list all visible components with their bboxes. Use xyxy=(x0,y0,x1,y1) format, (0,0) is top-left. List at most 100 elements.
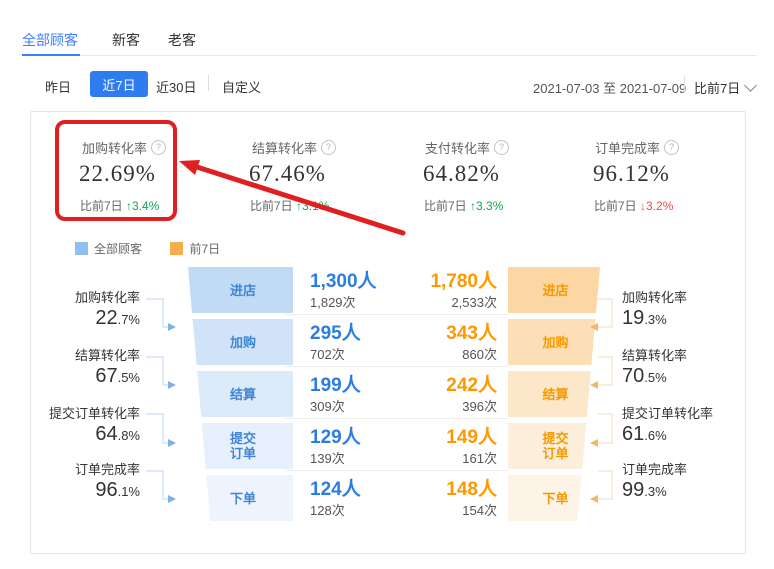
users-value: 149人 xyxy=(446,427,497,448)
times-value: 702次 xyxy=(310,347,345,362)
tab-old-customers[interactable]: 老客 xyxy=(168,32,196,48)
card-delta-payment: 比前7日 ↑3.3% xyxy=(424,197,503,214)
stat-blue-visit: 1,300人 1,829次 xyxy=(310,272,377,309)
times-value: 1,829次 xyxy=(310,295,356,310)
stat-orange-order: 148人 154次 xyxy=(405,480,497,517)
delta-up-arrow-icon: ↑ xyxy=(470,199,477,213)
filter-yesterday[interactable]: 昨日 xyxy=(45,80,72,95)
delta-value: 3.1% xyxy=(302,199,330,213)
funnel-orange-segment-addcart: 加购 xyxy=(508,319,596,365)
rate-label: 加购转化率 xyxy=(74,290,140,305)
filter-last30days[interactable]: 近30日 xyxy=(156,80,197,95)
row-separator xyxy=(285,366,508,367)
date-range-text[interactable]: 2021-07-03 至 2021-07-09 xyxy=(533,81,687,96)
tab-new-customers[interactable]: 新客 xyxy=(112,32,140,48)
card-title-text: 订单完成率 xyxy=(595,141,661,156)
rate-int: 96 xyxy=(95,479,118,501)
users-value: 199人 xyxy=(310,375,361,396)
rate-int: 70 xyxy=(622,365,645,387)
funnel-blue-segment-checkout: 结算 xyxy=(197,371,293,417)
stage-label: 下单 xyxy=(229,490,256,506)
delta-down-arrow-icon: ↓ xyxy=(640,199,647,213)
rate-frac: .3% xyxy=(644,312,667,327)
rate-frac: .1% xyxy=(117,484,140,499)
delta-value: 3.4% xyxy=(132,199,160,213)
row-separator xyxy=(285,314,508,315)
stage-label: 结算 xyxy=(229,386,256,402)
stage-label: 下单 xyxy=(542,490,569,506)
rate-frac: .3% xyxy=(644,484,667,499)
times-value: 2,533次 xyxy=(451,295,497,310)
stat-blue-order: 124人 128次 xyxy=(310,480,361,517)
filter-custom[interactable]: 自定义 xyxy=(222,80,262,95)
rate-int: 99 xyxy=(622,479,645,501)
stage-label: 提交订单 xyxy=(229,431,256,461)
stat-blue-checkout: 199人 309次 xyxy=(310,376,361,413)
rate-frac: .7% xyxy=(117,312,140,327)
card-title-completion: 订单完成率 xyxy=(595,138,680,157)
stat-blue-submit: 129人 139次 xyxy=(310,428,361,465)
stat-orange-visit: 1,780人 2,533次 xyxy=(405,272,497,309)
rate-frac: .5% xyxy=(117,370,140,385)
card-value-add-cart: 22.69% xyxy=(79,161,156,186)
filter-divider xyxy=(208,75,209,91)
funnel-blue-segment-submit: 提交订单 xyxy=(201,423,293,469)
compare-dropdown-label: 比前7日 xyxy=(694,81,741,96)
times-value: 860次 xyxy=(462,347,497,362)
rate-int: 19 xyxy=(622,307,645,329)
legend: 全部顾客 前7日 xyxy=(75,240,220,260)
users-value: 1,780人 xyxy=(430,271,497,292)
stage-label: 进店 xyxy=(542,282,569,298)
tab-all-customers[interactable]: 全部顾客 xyxy=(22,32,78,48)
left-rate-addcart: 加购转化率 22.7% xyxy=(30,291,140,328)
times-value: 309次 xyxy=(310,399,345,414)
help-icon[interactable] xyxy=(151,140,167,155)
stat-orange-addcart: 343人 860次 xyxy=(405,324,497,361)
right-rate-checkout: 结算转化率 70.5% xyxy=(622,349,737,386)
rate-int: 61 xyxy=(622,423,645,445)
row-separator xyxy=(285,418,508,419)
card-delta-checkout: 比前7日 ↑3.1% xyxy=(250,197,329,214)
stage-label: 结算 xyxy=(542,386,569,402)
times-value: 154次 xyxy=(462,503,497,518)
card-value-completion: 96.12% xyxy=(593,161,670,186)
card-title-text: 加购转化率 xyxy=(82,141,148,156)
right-rate-addcart: 加购转化率 19.3% xyxy=(622,291,737,328)
users-value: 242人 xyxy=(446,375,497,396)
date-bar-divider xyxy=(684,76,685,92)
legend-label-all-customers: 全部顾客 xyxy=(94,242,143,256)
users-value: 295人 xyxy=(310,323,361,344)
funnel-orange-segment-visit: 进店 xyxy=(508,267,600,313)
stat-orange-checkout: 242人 396次 xyxy=(405,376,497,413)
rate-frac: .8% xyxy=(117,428,140,443)
help-icon[interactable] xyxy=(494,140,510,155)
rate-int: 22 xyxy=(95,307,118,329)
card-title-text: 支付转化率 xyxy=(425,141,491,156)
funnel-orange-segment-submit: 提交订单 xyxy=(508,423,587,469)
times-value: 396次 xyxy=(462,399,497,414)
delta-value: 3.2% xyxy=(646,199,674,213)
delta-prefix: 比前7日 xyxy=(424,199,467,213)
stage-label: 加购 xyxy=(229,334,256,350)
rate-label: 结算转化率 xyxy=(622,348,688,363)
row-separator xyxy=(285,470,508,471)
active-tab-underline xyxy=(22,54,80,56)
users-value: 129人 xyxy=(310,427,361,448)
stat-blue-addcart: 295人 702次 xyxy=(310,324,361,361)
delta-prefix: 比前7日 xyxy=(250,199,293,213)
right-rate-submit: 提交订单转化率 61.6% xyxy=(622,407,737,444)
compare-dropdown[interactable]: 比前7日 xyxy=(694,78,758,97)
help-icon[interactable] xyxy=(664,140,680,155)
times-value: 128次 xyxy=(310,503,345,518)
funnel-orange-segment-order: 下单 xyxy=(508,475,582,521)
left-rate-checkout: 结算转化率 67.5% xyxy=(30,349,140,386)
filter-last7days[interactable]: 近7日 xyxy=(90,71,148,97)
rate-label: 提交订单转化率 xyxy=(622,406,714,421)
rate-frac: .5% xyxy=(644,370,667,385)
right-rate-completion: 订单完成率 99.3% xyxy=(622,463,737,500)
card-value-checkout: 67.46% xyxy=(249,161,326,186)
card-delta-completion: 比前7日 ↓3.2% xyxy=(594,197,673,214)
rate-frac: .6% xyxy=(644,428,667,443)
help-icon[interactable] xyxy=(321,140,337,155)
